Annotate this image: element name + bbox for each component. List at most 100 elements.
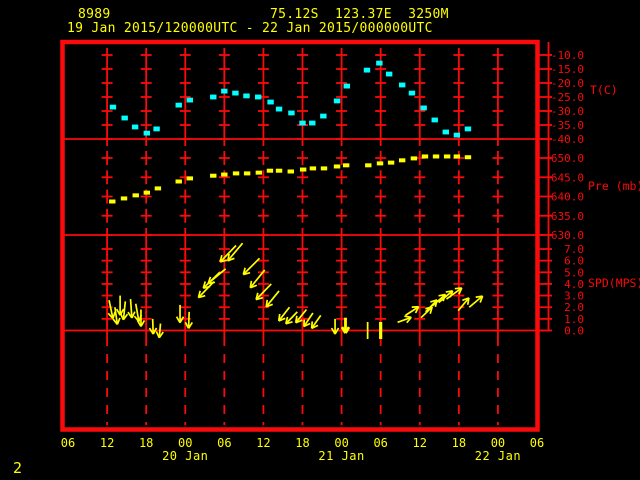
temperature-dot [320,113,327,119]
wind-axis-title: SPD(MPS) [588,276,640,290]
temperature-dot [363,67,371,73]
pressure-dot [143,190,151,195]
right-axis: -10.0-15.0-20.0-25.0-30.0-35.0-40.0 650.0… [539,42,640,338]
wind-arrow [302,312,314,328]
temperature-dot [121,115,128,121]
plot-period: 19 Jan 2015/120000UTC - 22 Jan 2015/0000… [67,21,433,36]
axis-tick-label: 6.0 [564,255,584,268]
axis-tick-label: 7.0 [564,243,584,256]
hour-label: 00 [491,436,505,450]
pressure-dot [299,167,307,172]
hour-label: 00 [334,436,348,450]
temperature-dot [109,104,117,110]
wind-arrow [255,283,272,301]
pressure-dot [232,171,240,176]
wind-arrow [175,304,185,324]
axis-tick-label: -25.0 [551,91,584,104]
pressure-dot [342,163,350,168]
axis-tick-label: -15.0 [551,63,584,76]
pressure-dot [376,161,384,166]
wind-vector-series [107,242,484,339]
wind-arrow [420,306,433,319]
pressure-dot [210,173,217,178]
temperature-dot [255,94,262,100]
axis-tick-label: 5.0 [564,266,584,279]
wind-arrow [184,311,194,329]
pressure-dot [120,196,128,201]
pressure-dot [154,186,162,191]
wind-arrow [119,301,129,321]
temperature-dot [408,90,416,96]
axis-tick-label: -30.0 [551,105,584,118]
axis-tick-label: 0.0 [564,325,584,338]
pressure-dot [398,158,406,163]
pressure-dot [365,163,372,168]
pressure-dot [266,168,274,173]
hour-label: 06 [61,436,75,450]
hour-label: 18 [452,436,466,450]
temperature-dot [288,110,295,116]
wind-arrow [127,299,136,319]
pressure-dot [287,169,294,174]
temperature-dot [153,126,160,132]
wind-arrow [249,269,266,289]
day-label: 22 Jan [475,449,521,463]
pressure-dot [243,171,251,176]
temperature-dot [442,129,450,135]
hour-label: 12 [100,436,114,450]
wind-arrow [330,318,340,335]
temperature-dot [464,126,472,132]
temperature-dot [309,120,316,126]
temperature-dot [431,117,438,123]
wind-arrow [207,268,227,285]
pressure-dot [221,172,228,177]
temperature-dot [143,130,151,136]
temperature-dot [376,60,383,66]
wind-arrow [404,305,420,317]
temperature-dot [131,124,139,130]
temperature-dot [186,97,194,103]
wind-arrow [294,309,308,324]
time-axis-labels: 06 12 18 00 06 12 18 00 06 12 18 00 06 20 Jan 21 Jan 22… [61,436,544,463]
wind-arrow [284,311,298,325]
axis-tick-label: 4.0 [564,278,584,291]
axis-tick-label: 650.0 [551,152,584,165]
hour-label: 18 [139,436,153,450]
pressure-dot [464,155,472,160]
time-gridlines [101,48,504,425]
temperature-dot [267,99,274,105]
station-location: 75.12S 123.37E 3250M [270,7,449,22]
wind-arrow [227,242,244,262]
wind-arrow [457,297,470,312]
day-label: 21 Jan [318,449,364,463]
hour-label: 12 [413,436,427,450]
wind-arrow [148,318,158,335]
axis-tick-label: 1.0 [564,313,584,326]
pressure-dot [421,154,429,159]
wind-arrow [155,323,164,339]
axis-tick-label: -40.0 [551,133,584,146]
wind-arrow [197,281,215,299]
plot-frame [60,39,540,432]
axis-tick-label: 635.0 [551,210,584,223]
pressure-dot [275,168,283,173]
hour-label: 06 [530,436,544,450]
hour-label: 12 [256,436,270,450]
wind-arrow [242,257,261,276]
temperature-axis-title: T(C) [590,83,618,97]
pressure-dot [186,176,194,181]
wind-arrow [277,306,291,322]
temperature-dot [275,106,283,112]
wind-arrow [265,290,280,308]
hour-label: 18 [295,436,309,450]
axis-tick-label: -35.0 [551,119,584,132]
pressure-series [109,154,472,204]
temperature-dot [385,71,393,77]
temperature-dot [299,120,306,126]
axis-tick-label: 640.0 [551,191,584,204]
pressure-dot [432,154,440,159]
wind-arrow [115,295,125,316]
pressure-dot [410,156,418,161]
axis-tick-label: 630.0 [551,229,584,242]
